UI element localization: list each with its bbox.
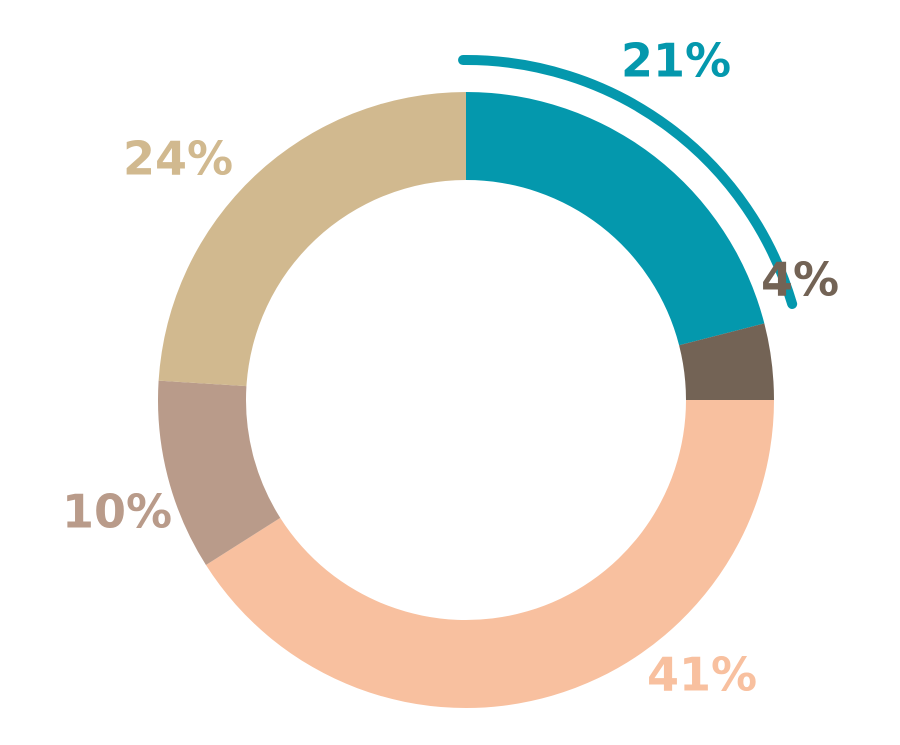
slice-label-41: 41% — [647, 648, 757, 702]
donut-slice-4 — [679, 323, 775, 400]
slice-label-24: 24% — [123, 132, 233, 186]
slice-label-21: 21% — [621, 34, 731, 88]
slice-labels: 21% 4% 41% 10% 24% — [62, 34, 839, 702]
slice-label-4: 4% — [761, 253, 839, 307]
donut-slice-21 — [466, 92, 765, 346]
donut-slice-10 — [158, 380, 281, 566]
slice-label-10: 10% — [62, 485, 172, 539]
donut-slice-41 — [205, 400, 774, 708]
donut-slices — [158, 92, 775, 708]
donut-slice-24 — [158, 92, 466, 387]
highlight-arc — [458, 55, 798, 310]
highlight-accent — [458, 55, 798, 310]
